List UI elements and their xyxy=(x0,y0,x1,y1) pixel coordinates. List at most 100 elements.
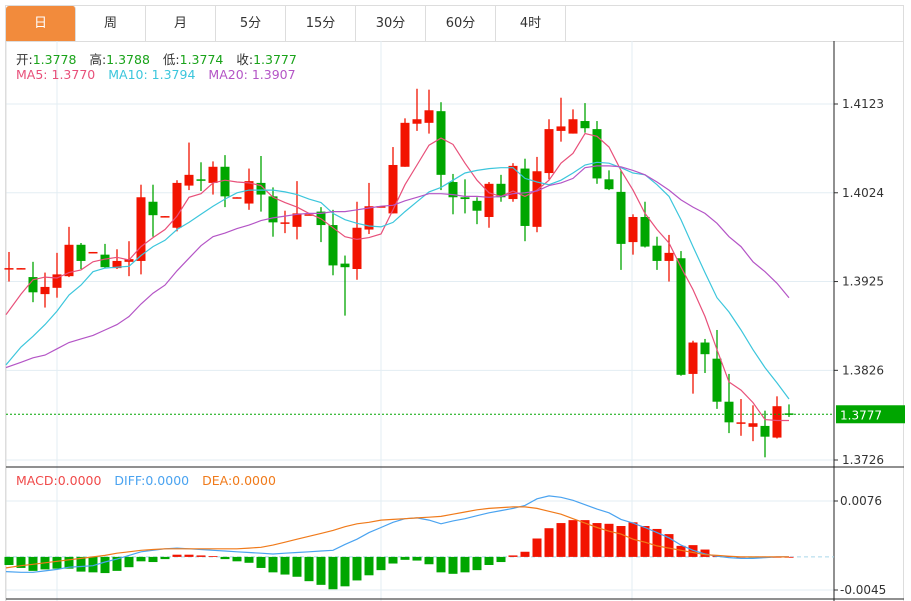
macd-bar xyxy=(124,556,134,568)
macd-bar xyxy=(460,556,470,573)
dea-line xyxy=(5,506,789,569)
candle-down xyxy=(340,263,350,268)
candle-up xyxy=(136,197,146,261)
macd-bar xyxy=(604,523,614,557)
diff-label: DIFF: xyxy=(114,473,146,488)
macd-bar xyxy=(448,556,458,574)
ma20-label: MA20: xyxy=(208,67,248,82)
macd-bar xyxy=(640,526,650,557)
candle-up xyxy=(376,206,386,208)
macd-bar xyxy=(532,538,542,557)
ma5-line xyxy=(5,132,789,422)
candle-down xyxy=(616,191,626,244)
macd-bar xyxy=(424,556,434,565)
tab-month[interactable]: 月 xyxy=(146,6,216,41)
macd-bar xyxy=(568,520,578,557)
macd-bar xyxy=(676,545,686,557)
candle-down xyxy=(784,413,794,415)
candle-up xyxy=(88,251,98,254)
tab-day[interactable]: 日 xyxy=(6,6,76,41)
candle-down xyxy=(676,258,686,375)
candle-up xyxy=(4,268,14,270)
open-value: 1.3778 xyxy=(32,52,77,67)
ma10-line xyxy=(5,161,790,400)
candle-up xyxy=(748,423,758,427)
macd-bar xyxy=(160,556,170,560)
candle-down xyxy=(100,254,110,268)
tab-week[interactable]: 周 xyxy=(76,6,146,41)
y-tick-label: 1.3826 xyxy=(842,363,884,377)
dea-label: DEA: xyxy=(202,473,233,488)
macd-bar xyxy=(352,556,362,581)
candle-up xyxy=(532,171,542,227)
candle-down xyxy=(700,342,710,355)
macd-bar xyxy=(16,556,26,568)
macd-bar xyxy=(232,556,242,562)
macd-bar xyxy=(700,549,710,557)
macd-bar xyxy=(304,556,314,582)
macd-bar xyxy=(664,534,674,557)
candle-up xyxy=(232,197,242,199)
candle-up xyxy=(112,260,122,269)
dea-value: 0.0000 xyxy=(232,473,276,488)
macd-y-tick-label: 0.0076 xyxy=(840,494,882,508)
candle-up xyxy=(664,252,674,261)
macd-bar xyxy=(388,556,398,564)
macd-bar xyxy=(52,556,62,569)
candle-up xyxy=(544,129,554,174)
macd-bar xyxy=(172,554,182,557)
candle-up xyxy=(280,222,290,224)
macd-bar xyxy=(652,528,662,557)
y-tick-label: 1.3726 xyxy=(842,453,884,467)
ma10-label: MA10: xyxy=(108,67,148,82)
macd-bar xyxy=(436,556,446,573)
ma5-value: 1.3770 xyxy=(51,67,96,82)
candle-down xyxy=(196,179,206,181)
tab-4hour[interactable]: 4时 xyxy=(496,6,566,41)
macd-bar xyxy=(244,556,254,563)
candle-down xyxy=(760,425,770,437)
ma20-line xyxy=(5,165,790,369)
candle-up xyxy=(160,216,170,218)
low-value: 1.3774 xyxy=(179,52,224,67)
macd-bar xyxy=(484,556,494,565)
candle-up xyxy=(304,214,314,216)
ma5-label: MA5: xyxy=(16,67,48,82)
last-price-tag xyxy=(836,405,905,424)
tab-15min[interactable]: 15分 xyxy=(286,6,356,41)
tab-5min[interactable]: 5分 xyxy=(216,6,286,41)
candle-up xyxy=(556,126,566,131)
macd-bar xyxy=(520,551,530,557)
macd-bar xyxy=(100,556,110,574)
candle-up xyxy=(292,213,302,227)
diff-line xyxy=(5,495,789,573)
candle-down xyxy=(724,401,734,423)
macd-bar xyxy=(364,556,374,576)
candle-up xyxy=(40,286,50,295)
candle-down xyxy=(472,200,482,211)
macd-bar xyxy=(580,520,590,557)
candle-up xyxy=(64,244,74,277)
candle-down xyxy=(604,179,614,190)
tab-60min[interactable]: 60分 xyxy=(426,6,496,41)
candle-down xyxy=(256,182,266,195)
macd-bar xyxy=(376,556,386,571)
candle-down xyxy=(712,358,722,402)
candle-down xyxy=(496,183,506,198)
macd-bar xyxy=(268,556,278,573)
high-value: 1.3788 xyxy=(106,52,150,67)
tab-30min[interactable]: 30分 xyxy=(356,6,426,41)
open-label: 开: xyxy=(16,52,33,67)
candle-up xyxy=(628,216,638,243)
macd-bar xyxy=(472,556,482,571)
ma-legend: MA5: 1.3770 MA10: 1.3794 MA20: 1.3907 xyxy=(16,67,305,82)
candle-up xyxy=(568,119,578,134)
macd-bar xyxy=(412,556,422,561)
candle-down xyxy=(76,244,86,261)
high-label: 高: xyxy=(89,52,107,67)
macd-bar xyxy=(136,556,146,562)
macd-bar xyxy=(76,556,86,572)
close-value: 1.3777 xyxy=(253,52,297,67)
macd-bar xyxy=(688,545,698,557)
